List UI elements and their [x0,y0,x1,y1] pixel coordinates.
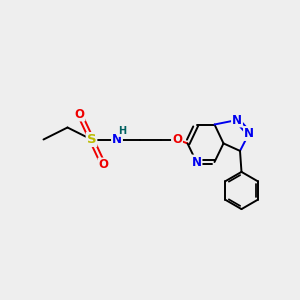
Text: N: N [244,127,254,140]
Text: H: H [118,126,126,136]
Text: N: N [112,133,122,146]
Text: N: N [191,155,202,169]
Text: N: N [232,113,242,127]
Text: O: O [74,107,85,121]
Text: S: S [87,133,96,146]
Text: O: O [172,133,182,146]
Text: O: O [98,158,109,172]
